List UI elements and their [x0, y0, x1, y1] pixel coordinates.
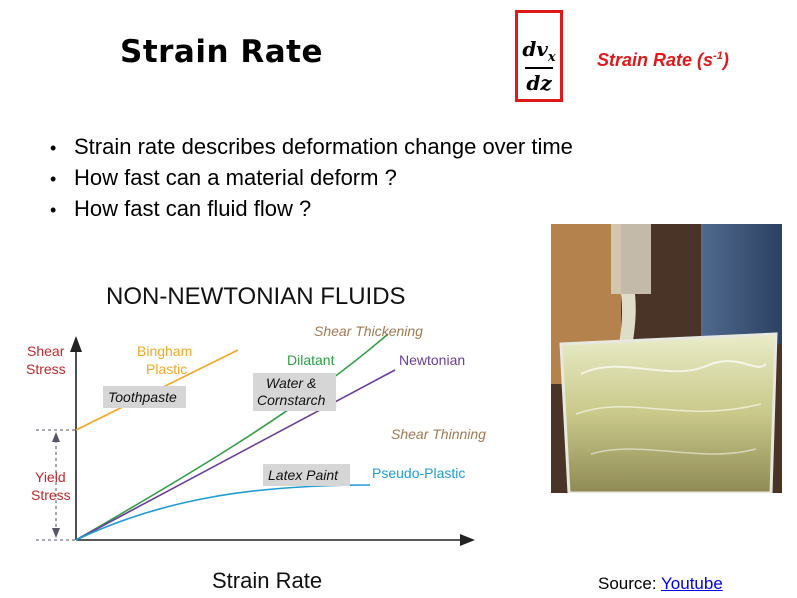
- bullet-item: How fast can a material deform ?: [50, 163, 573, 194]
- fluid-ripple: [575, 403, 762, 415]
- source-label: Source:: [598, 574, 662, 593]
- y-axis-arrow: [70, 336, 82, 352]
- bingham-label: Bingham: [137, 343, 192, 359]
- bullet-list: Strain rate describes deformation change…: [50, 132, 573, 225]
- fluid-ripple: [580, 360, 767, 375]
- toothpaste-box: [103, 386, 186, 408]
- fraction-bar: [525, 67, 553, 69]
- bingham-label: Plastic: [146, 361, 187, 377]
- shear-thinning-label: Shear Thinning: [391, 426, 486, 442]
- diagram-title: NON-NEWTONIAN FLUIDS: [106, 283, 406, 310]
- x-axis-arrow: [460, 534, 475, 546]
- yield-stress-label: Stress: [31, 487, 71, 503]
- yield-arrow-up: [52, 432, 60, 442]
- x-axis-label: Strain Rate: [212, 568, 322, 593]
- source-credit: Source: Youtube: [598, 574, 723, 594]
- toothpaste-label: Toothpaste: [108, 389, 177, 405]
- person-legs: [701, 224, 782, 344]
- strain-rate-formula: dvx dz: [515, 10, 563, 102]
- pouring-container: [611, 224, 651, 294]
- latex-paint-box: [263, 464, 350, 486]
- formula-denominator: dz: [526, 71, 552, 95]
- fluid-photo: [551, 224, 782, 493]
- y-axis-label: Shear: [27, 343, 65, 359]
- water-cornstarch-box: [253, 373, 336, 411]
- bullet-item: Strain rate describes deformation change…: [50, 132, 573, 163]
- yield-arrow-down: [52, 528, 60, 538]
- shear-thickening-label: Shear Thickening: [314, 323, 423, 339]
- non-newtonian-diagram: NON-NEWTONIAN FLUIDS Shear Stress Yield …: [26, 283, 486, 593]
- dilatant-label: Dilatant: [287, 352, 335, 368]
- pseudo-plastic-label: Pseudo-Plastic: [372, 465, 465, 481]
- water-cornstarch-label: Water &: [266, 375, 316, 391]
- youtube-link[interactable]: Youtube: [661, 574, 723, 593]
- y-axis-label: Stress: [26, 361, 66, 377]
- yield-stress-label: Yield: [35, 469, 66, 485]
- formula-numerator: dvx: [522, 37, 556, 65]
- fluid-ripple: [590, 448, 757, 455]
- latex-paint-label: Latex Paint: [268, 467, 339, 483]
- slide-title: Strain Rate: [120, 34, 323, 70]
- strain-rate-units-label: Strain Rate (s-1): [597, 50, 729, 70]
- fluid-photo-illustration: [551, 224, 782, 493]
- newtonian-label: Newtonian: [399, 352, 465, 368]
- bullet-item: How fast can fluid flow ?: [50, 194, 573, 225]
- newtonian-curve: [75, 369, 396, 541]
- pseudo-plastic-curve: [75, 484, 371, 541]
- water-cornstarch-label: Cornstarch: [257, 392, 326, 408]
- dilatant-curve: [75, 333, 389, 541]
- glass-tank: [559, 332, 778, 493]
